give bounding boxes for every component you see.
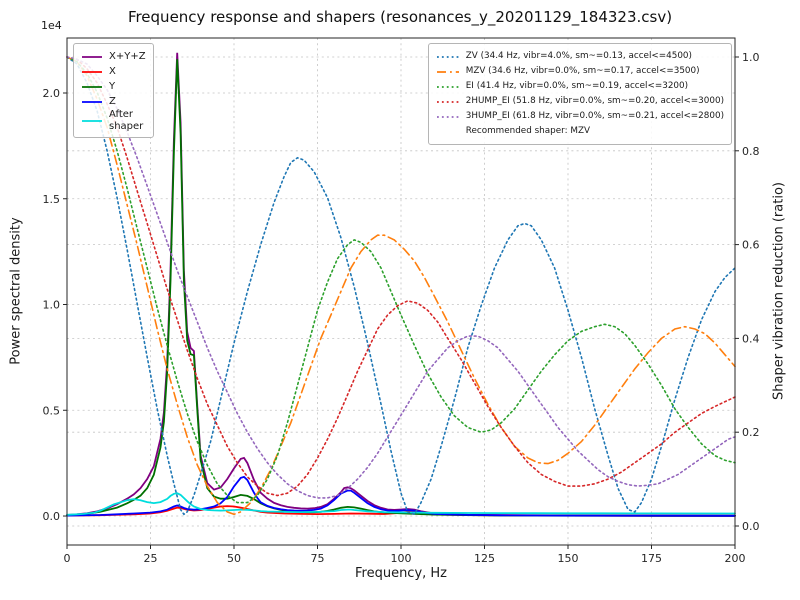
legend-entry-2hump-ei: 2HUMP_EI (51.8 Hz, vibr=0.0%, sm~=0.20, … (436, 94, 724, 109)
right-y-tick-label: 0.6 (742, 239, 760, 252)
legend-entry-3hump-ei: 3HUMP_EI (61.8 Hz, vibr=0.0%, sm~=0.21, … (436, 109, 724, 124)
x-tick-label: 175 (641, 552, 662, 565)
legend-entry-x: X (81, 64, 146, 79)
left-y-tick-label: 1.0 (43, 299, 61, 312)
legend-label: X (109, 65, 116, 77)
right-y-tick-label: 0.8 (742, 145, 760, 158)
legend-line-sample-icon (436, 100, 459, 103)
legend-line-sample-icon (436, 115, 459, 118)
chart-title: Frequency response and shapers (resonanc… (127, 8, 673, 26)
shaper-series-3hump-ei (66, 56, 736, 499)
legend-label: EI (41.4 Hz, vibr=0.0%, sm~=0.19, accel<… (465, 81, 689, 92)
y-axis-offset-text: 1e4 (41, 19, 62, 32)
legend-entry-x-y-z: X+Y+Z (81, 49, 146, 64)
legend-label: After shaper (109, 109, 144, 132)
legend-entry-y: Y (81, 79, 146, 94)
legend-line-sample-icon (436, 85, 459, 88)
legend-label: Z (109, 95, 116, 107)
legend-line-sample-icon (82, 85, 102, 88)
legend-entry-z: Z (81, 94, 146, 109)
psd-series-after-shaper (66, 492, 736, 516)
legend-label: X+Y+Z (109, 50, 146, 62)
legend-line-sample-icon (82, 70, 102, 73)
legend-entry-recommended-shaper: Recommended shaper: MZV (436, 124, 724, 139)
left-y-tick-label: 0.0 (43, 510, 61, 523)
x-tick-label: 25 (144, 552, 158, 565)
legend-label: ZV (34.4 Hz, vibr=4.0%, sm~=0.13, accel<… (465, 51, 692, 62)
shaper-legend: ZV (34.4 Hz, vibr=4.0%, sm~=0.13, accel<… (427, 43, 732, 145)
legend-line-sample-icon (436, 127, 460, 137)
left-y-tick-label: 0.5 (43, 404, 61, 417)
x-tick-label: 125 (474, 552, 495, 565)
legend-entry-mzv: MZV (34.6 Hz, vibr=0.0%, sm~=0.17, accel… (436, 64, 724, 79)
x-tick-label: 0 (64, 552, 71, 565)
legend-line-sample-icon (82, 100, 102, 103)
x-tick-label: 100 (391, 552, 412, 565)
legend-label: Recommended shaper: MZV (465, 126, 591, 137)
right-y-tick-label: 0.4 (742, 332, 760, 345)
legend-line-sample-icon (82, 119, 102, 122)
shaper-series-ei (66, 56, 736, 504)
x-tick-label: 75 (311, 552, 325, 565)
right-y-tick-label: 0.0 (742, 520, 760, 533)
x-tick-label: 200 (725, 552, 746, 565)
legend-line-sample-icon (436, 55, 459, 58)
legend-label: 3HUMP_EI (61.8 Hz, vibr=0.0%, sm~=0.21, … (465, 111, 724, 122)
right-y-axis-label: Shaper vibration reduction (ratio) (771, 182, 787, 400)
shaper-series-2hump-ei (66, 56, 736, 497)
x-axis-label: Frequency, Hz (354, 566, 448, 581)
left-y-axis-label: Power spectral density (8, 217, 24, 365)
x-tick-label: 50 (227, 552, 241, 565)
psd-legend: X+Y+Z X Y Z After shaper (73, 43, 154, 138)
psd-series-z (66, 475, 736, 517)
shaper-series-zv (66, 56, 736, 516)
x-tick-label: 150 (558, 552, 579, 565)
right-y-tick-label: 1.0 (742, 51, 760, 64)
legend-entry-ei: EI (41.4 Hz, vibr=0.0%, sm~=0.19, accel<… (436, 79, 724, 94)
left-y-tick-label: 1.5 (43, 193, 61, 206)
legend-line-sample-icon (436, 70, 459, 73)
legend-label: Y (109, 80, 116, 92)
legend-entry-zv: ZV (34.4 Hz, vibr=4.0%, sm~=0.13, accel<… (436, 49, 724, 64)
right-y-tick-label: 0.2 (742, 426, 760, 439)
shaper-series-mzv (66, 56, 736, 516)
legend-entry-after-shaper: After shaper (81, 109, 146, 132)
legend-label: 2HUMP_EI (51.8 Hz, vibr=0.0%, sm~=0.20, … (465, 96, 724, 107)
left-y-tick-label: 2.0 (43, 87, 61, 100)
legend-line-sample-icon (82, 55, 102, 58)
legend-label: MZV (34.6 Hz, vibr=0.0%, sm~=0.17, accel… (465, 66, 700, 77)
